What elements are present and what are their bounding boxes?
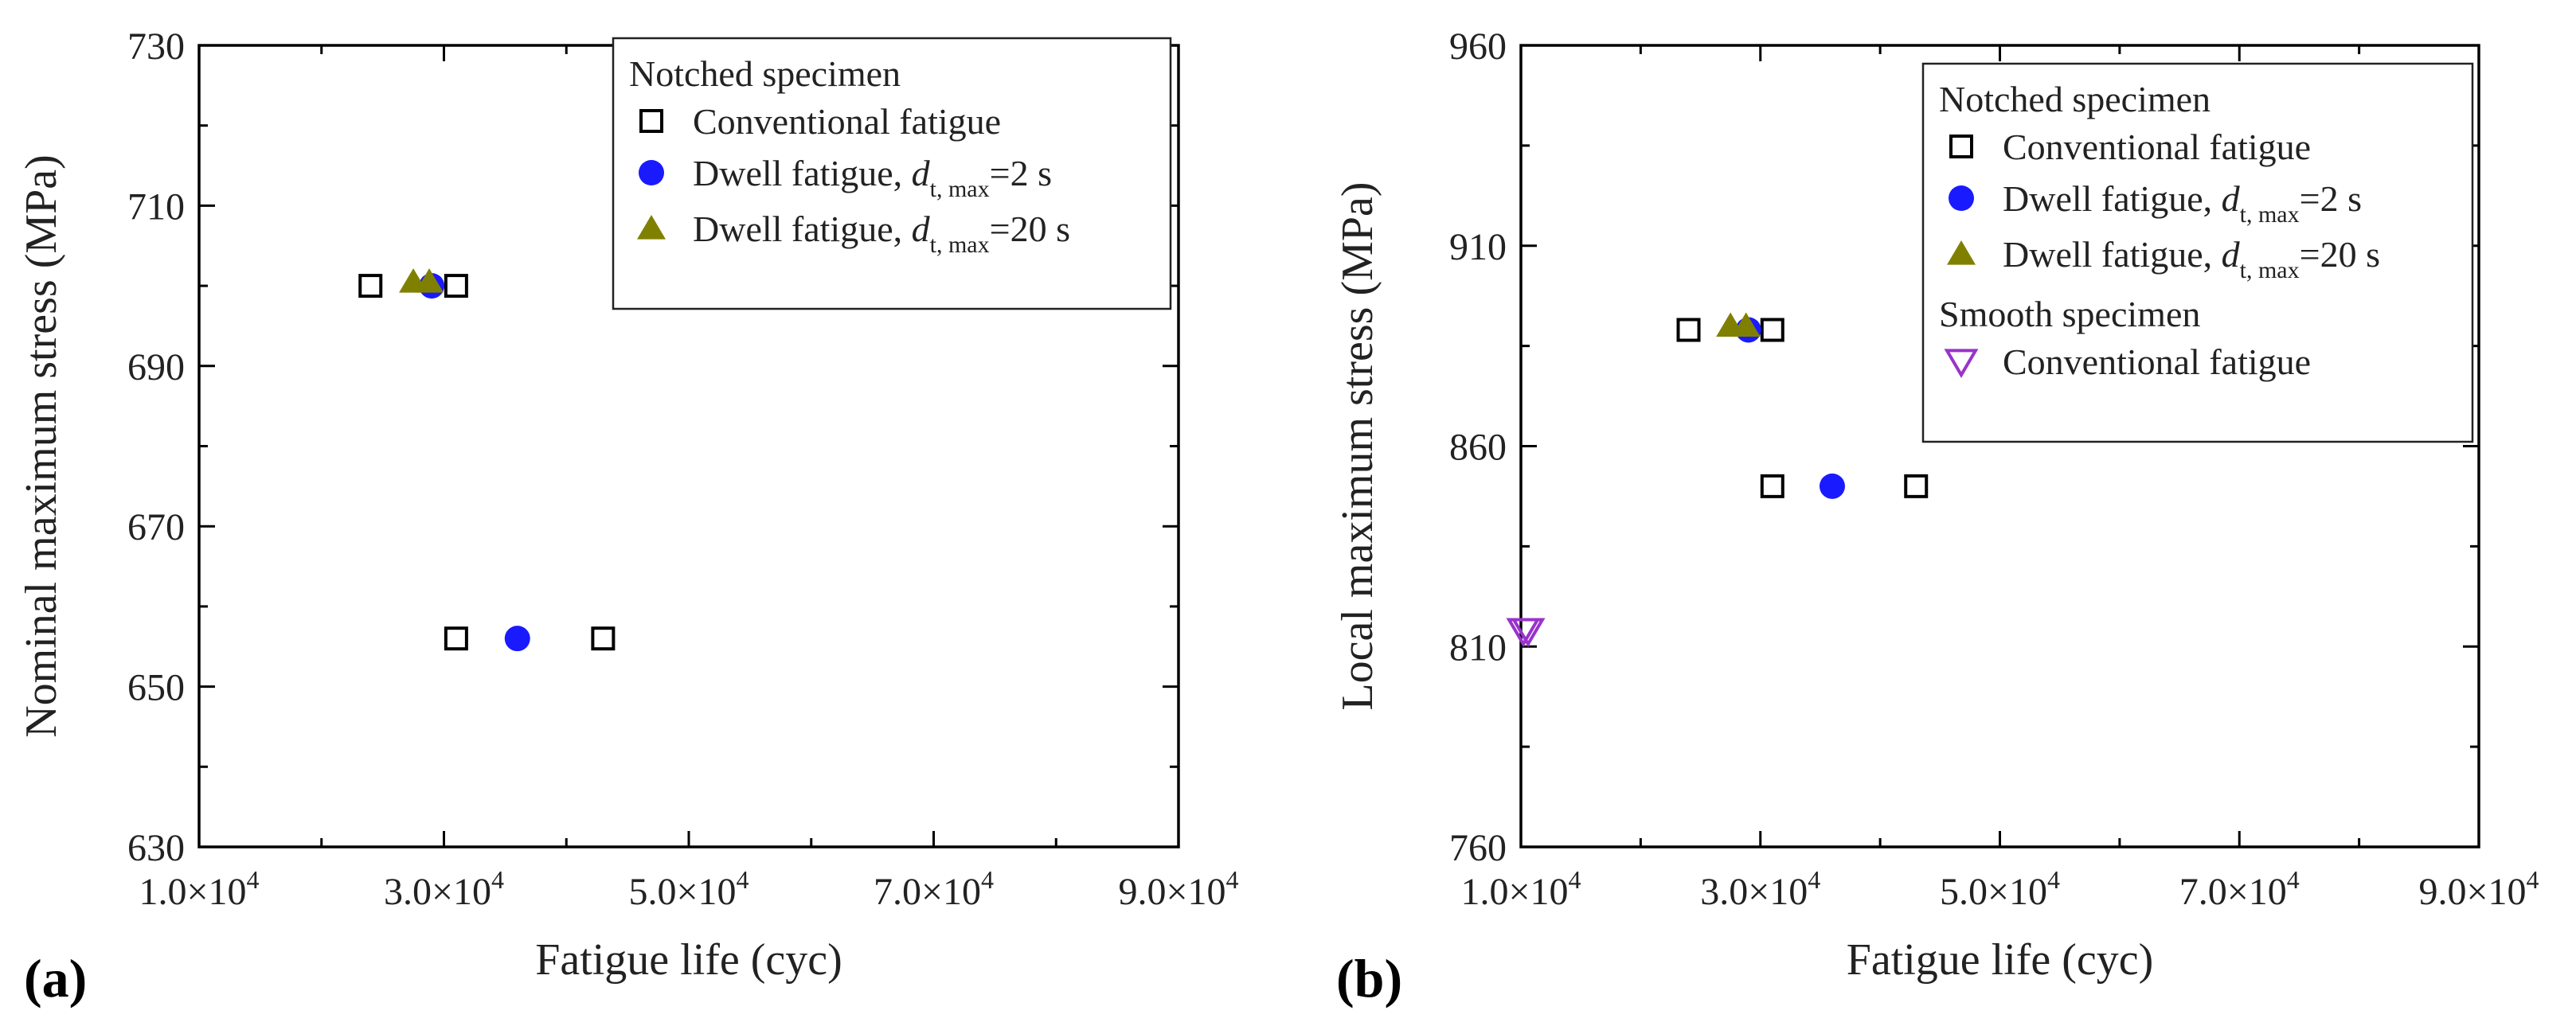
data-point (1760, 318, 1784, 342)
x-tick-label: 9.0×104 (1118, 865, 1238, 913)
legend-entry-label: Conventional fatigue (2003, 127, 2311, 167)
y-tick-label: 690 (127, 346, 185, 388)
x-tick-label: 7.0×104 (874, 865, 994, 913)
data-point (1904, 474, 1929, 498)
y-tick-label: 730 (127, 25, 185, 68)
y-tick-label: 630 (127, 827, 185, 869)
x-tick-label: 5.0×104 (628, 865, 749, 913)
legend-marker (1947, 240, 1976, 265)
data-point (1819, 473, 1845, 499)
data-point (444, 626, 468, 651)
data-point (444, 274, 468, 298)
x-tick-label: 5.0×104 (1940, 865, 2060, 913)
data-point (358, 274, 383, 298)
y-tick-label: 860 (1449, 427, 1507, 469)
legend-entry-label: Dwell fatigue, dt, max=2 s (693, 153, 1052, 202)
panel-letter: (a) (24, 948, 87, 1008)
legend-entry-label: Conventional fatigue (693, 101, 1001, 142)
x-tick-label: 1.0×104 (1460, 865, 1581, 913)
legend-box (612, 37, 1172, 310)
legend-marker (1949, 135, 1973, 158)
panel-letter: (b) (1336, 948, 1402, 1008)
data-point (1676, 318, 1701, 342)
legend-marker (637, 215, 666, 240)
x-tick-label: 9.0×104 (2418, 865, 2539, 913)
data-point (1511, 618, 1546, 648)
legend-group-title: Notched specimen (1939, 79, 2211, 119)
x-tick-label: 1.0×104 (139, 865, 259, 913)
data-point (504, 626, 530, 652)
data-point (591, 626, 616, 651)
x-axis-title: Fatigue life (cyc) (1847, 935, 2154, 985)
legend: Notched specimen Conventional fatigue Dwel… (612, 37, 1172, 310)
y-tick-label: 760 (1449, 827, 1507, 869)
y-tick-label: 910 (1449, 226, 1507, 268)
legend-entry-label: Dwell fatigue, dt, max=20 s (693, 209, 1070, 258)
y-tick-label: 810 (1449, 626, 1507, 669)
legend-box (1921, 62, 2474, 443)
x-tick-label: 3.0×104 (384, 865, 504, 913)
legend-marker (639, 160, 664, 185)
y-tick-label: 670 (127, 506, 185, 548)
legend-group-title: Notched specimen (629, 53, 901, 94)
legend-marker (1944, 349, 1979, 378)
chart-panel-b: 1.0×104 3.0×104 5.0×104 7.0×104 9.0×104 760 81… (1333, 25, 2539, 1008)
legend-marker (639, 109, 663, 133)
data-point (1731, 312, 1761, 337)
data-point (415, 268, 444, 293)
legend: Notched specimen Conventional fatigue Dwel… (1921, 62, 2474, 443)
chart-panel-a: 1.0×104 3.0×104 5.0×104 7.0×104 9.0×104 630 65… (17, 25, 1239, 1008)
y-tick-label: 960 (1449, 25, 1507, 68)
y-tick-label: 710 (127, 185, 185, 228)
y-axis-title: Local maximum stress (MPa) (1333, 181, 1382, 710)
legend-entry-label: Conventional fatigue (2003, 341, 2311, 382)
data-point (1760, 474, 1784, 498)
legend-group-title: Smooth specimen (1939, 294, 2200, 334)
x-tick-label: 3.0×104 (1700, 865, 1820, 913)
x-axis-title: Fatigue life (cyc) (535, 935, 842, 985)
x-tick-label: 7.0×104 (2179, 865, 2300, 913)
legend-marker (1949, 185, 1974, 211)
legend-entry-label: Dwell fatigue, dt, max=20 s (2003, 234, 2380, 283)
data-point (1506, 618, 1541, 648)
legend-entry-label: Dwell fatigue, dt, max=2 s (2003, 178, 2362, 228)
y-tick-label: 650 (127, 667, 185, 709)
y-axis-title: Nominal maximum stress (MPa) (17, 154, 66, 738)
